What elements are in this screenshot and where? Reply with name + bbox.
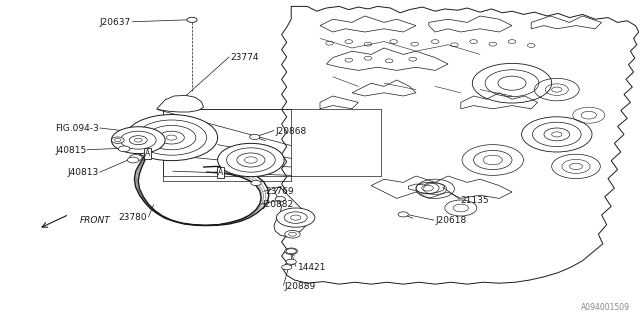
Text: J20889: J20889 xyxy=(285,282,316,291)
Polygon shape xyxy=(531,16,602,29)
Circle shape xyxy=(118,146,130,152)
Polygon shape xyxy=(408,182,445,194)
Circle shape xyxy=(285,248,298,254)
Circle shape xyxy=(218,143,284,177)
Circle shape xyxy=(286,259,296,264)
Text: 14421: 14421 xyxy=(298,263,326,272)
Circle shape xyxy=(111,127,165,154)
Text: FIG.094-3: FIG.094-3 xyxy=(56,124,99,132)
Text: J40815: J40815 xyxy=(55,146,86,155)
Polygon shape xyxy=(461,93,538,109)
Polygon shape xyxy=(282,6,639,284)
Text: J40813: J40813 xyxy=(68,168,99,177)
Circle shape xyxy=(127,157,139,163)
Polygon shape xyxy=(320,16,416,32)
Text: 21135: 21135 xyxy=(461,196,490,204)
Circle shape xyxy=(251,180,261,186)
Polygon shape xyxy=(320,96,358,109)
Circle shape xyxy=(282,265,292,270)
Circle shape xyxy=(187,17,197,22)
Circle shape xyxy=(250,134,260,140)
Circle shape xyxy=(111,137,124,143)
Text: FRONT: FRONT xyxy=(80,216,111,225)
Polygon shape xyxy=(326,48,448,70)
Text: J20637: J20637 xyxy=(100,18,131,27)
Circle shape xyxy=(286,249,296,254)
Polygon shape xyxy=(157,95,204,112)
Polygon shape xyxy=(371,176,512,198)
Circle shape xyxy=(398,212,408,217)
Text: 23774: 23774 xyxy=(230,53,259,62)
Circle shape xyxy=(276,208,315,227)
Text: 23780: 23780 xyxy=(118,213,147,222)
Text: J20618: J20618 xyxy=(435,216,467,225)
Polygon shape xyxy=(352,80,416,96)
Polygon shape xyxy=(429,16,512,32)
Circle shape xyxy=(129,155,142,161)
Circle shape xyxy=(275,196,285,202)
Text: A: A xyxy=(218,168,223,177)
Text: A: A xyxy=(145,149,150,158)
Text: A094001509: A094001509 xyxy=(581,303,630,312)
Circle shape xyxy=(285,230,300,238)
Text: J20882: J20882 xyxy=(262,200,294,209)
Text: 23769: 23769 xyxy=(266,188,294,196)
Polygon shape xyxy=(274,187,307,237)
Circle shape xyxy=(125,115,218,161)
Text: J20868: J20868 xyxy=(275,127,307,136)
